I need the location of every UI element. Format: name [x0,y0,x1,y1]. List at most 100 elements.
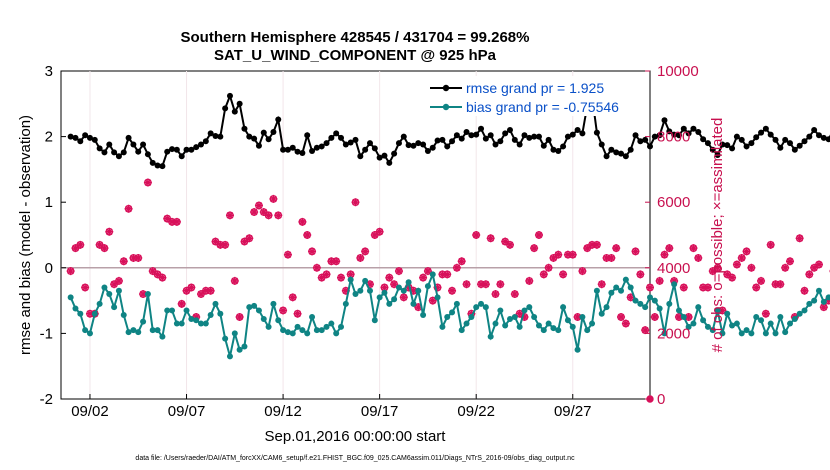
rmse-point [632,132,639,139]
y-right-tick-label: 0 [657,391,665,408]
rmse-point [482,135,489,142]
bias-point [535,322,542,329]
obs-assimilated-point [723,270,732,279]
bias-point [492,320,499,327]
rmse-point [260,129,267,136]
rmse-point [492,141,499,148]
bias-point [338,323,345,330]
bias-point [294,323,301,330]
rmse-point [473,131,480,138]
bias-point [815,287,822,294]
rmse-point [458,135,465,142]
rmse-point [502,130,509,137]
bias-point [506,315,513,322]
rmse-point [270,129,277,136]
bias-point [579,314,586,320]
obs-assimilated-point [312,263,321,272]
bias-point [791,315,798,322]
rmse-point [304,132,311,139]
bias-point [202,320,209,327]
bias-point [135,329,142,336]
obs-assimilated-point [288,293,297,302]
rmse-point [246,133,253,140]
rmse-point [328,134,335,141]
bias-point [825,294,830,301]
obs-assimilated-point [134,253,143,262]
rmse-point [811,127,818,134]
obs-assimilated-point [211,237,220,246]
obs-assimilated-point [583,244,592,253]
rmse-point [550,146,557,153]
rmse-point [241,125,248,132]
rmse-point [120,149,127,156]
rmse-point [212,132,219,139]
rmse-point [695,129,702,136]
rmse-point [714,151,721,158]
obs-assimilated-point [95,240,104,249]
obs-assimilated-point [105,227,114,236]
obs-assimilated-point [259,208,268,217]
x-tick-label: 09/07 [168,403,206,420]
rmse-point [762,125,769,132]
obs-assimilated-point [703,283,712,292]
obs-assimilated-point [684,313,693,321]
obs-assimilated-point [71,244,80,253]
obs-assimilated-point [694,253,703,262]
rmse-point [680,125,687,132]
rmse-point [381,152,388,159]
rmse-point [690,125,697,132]
obs-assimilated-point [308,247,317,256]
bias-point [497,307,504,314]
obs-assimilated-point [592,240,601,249]
bias-point [820,298,827,305]
bias-point [260,315,267,322]
bias-point [444,314,451,320]
obs-assimilated-point [814,260,823,269]
obs-assimilated-point [148,267,157,276]
obs-assimilated-point [192,313,201,321]
rmse-point [622,153,629,160]
obs-assimilated-point [341,286,350,295]
obs-assimilated-point [597,280,606,289]
rmse-point [733,133,740,140]
bias-point [453,300,460,307]
rmse-point [82,132,89,139]
bias-point [270,300,277,307]
y-tick-label: 2 [45,129,53,146]
rmse-point [463,129,470,136]
bias-point [695,304,702,311]
rmse-point [729,145,736,152]
bias-point [704,323,711,330]
bias-point [647,294,653,301]
bias-point [265,323,272,330]
rmse-point [738,136,745,143]
rmse-point [545,136,552,143]
rmse-point [386,159,393,166]
obs-assimilated-point [143,178,152,187]
obs-assimilated-point [365,280,374,289]
bias-point [193,317,200,324]
rmse-point [115,153,122,160]
obs-assimilated-point [380,283,389,292]
rmse-point [164,148,171,155]
obs-assimilated-point [544,263,553,272]
obs-assimilated-point [501,237,510,246]
x-axis-label: Sep.01,2016 00:00:00 start [265,428,447,445]
rmse-point [173,146,180,153]
obs-assimilated-point [554,250,563,259]
rmse-point [449,138,456,145]
obs-assimilated-point [419,273,428,282]
rmse-point [362,146,369,153]
rmse-point [671,131,678,138]
rmse-point [603,153,610,160]
rmse-point [207,130,214,137]
rmse-point [91,136,98,143]
rmse-point [347,139,354,146]
bias-point [622,276,629,283]
legend-box [427,76,649,116]
bias-point [487,333,494,340]
bias-point [280,327,287,334]
obs-assimilated-point [573,313,582,321]
rmse-point [753,134,760,141]
